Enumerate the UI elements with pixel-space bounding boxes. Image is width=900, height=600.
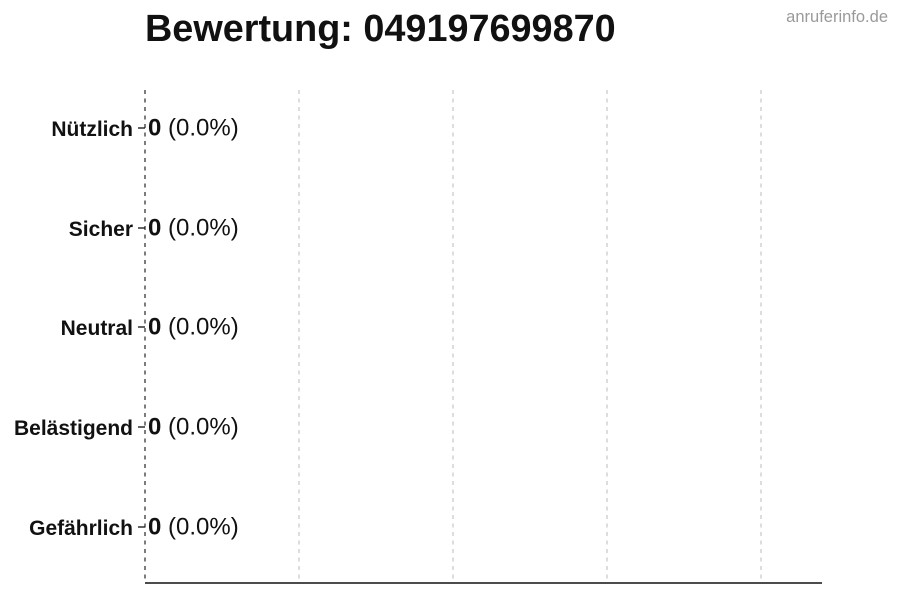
svg-text:0: 0 (148, 414, 161, 441)
svg-text:(0.0%): (0.0%) (168, 414, 239, 441)
svg-text:0: 0 (148, 314, 161, 341)
svg-text:0: 0 (148, 514, 161, 541)
svg-text:Neutral: Neutral (61, 317, 133, 340)
svg-text:0: 0 (148, 115, 161, 142)
svg-text:Sicher: Sicher (69, 218, 133, 241)
svg-text:(0.0%): (0.0%) (168, 314, 239, 341)
svg-text:0: 0 (148, 215, 161, 242)
svg-text:(0.0%): (0.0%) (168, 514, 239, 541)
svg-text:Gefährlich: Gefährlich (29, 517, 133, 540)
svg-text:Belästigend: Belästigend (14, 417, 133, 440)
svg-text:Nützlich: Nützlich (51, 118, 133, 141)
svg-text:(0.0%): (0.0%) (168, 215, 239, 242)
svg-text:(0.0%): (0.0%) (168, 115, 239, 142)
